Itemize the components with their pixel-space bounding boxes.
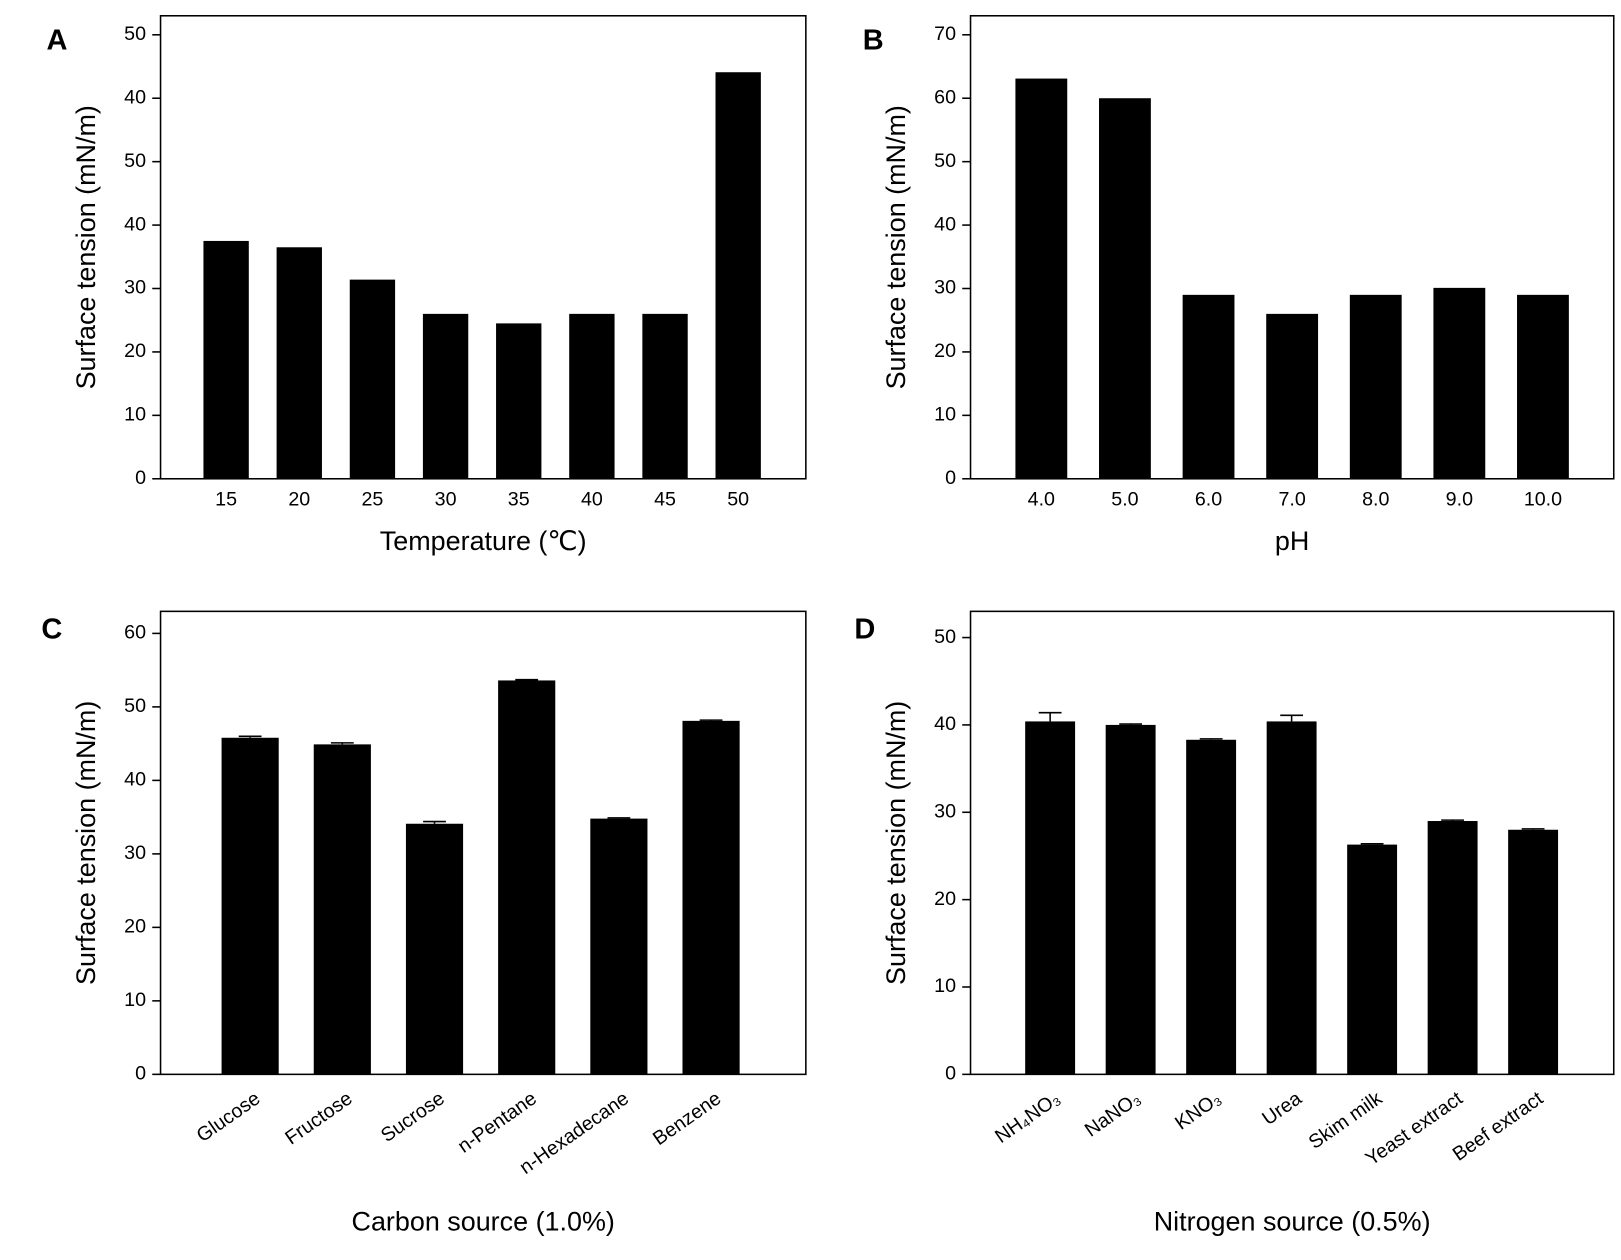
x-tick-label: n-Pentane — [454, 1087, 541, 1157]
y-tick-label: 50 — [934, 626, 956, 648]
bar — [1508, 829, 1559, 1075]
bar — [682, 720, 740, 1075]
x-tick-label: 8.0 — [1362, 489, 1389, 511]
y-tick-label: 10 — [934, 404, 956, 426]
x-tick-label: 50 — [727, 489, 749, 511]
bar — [1347, 844, 1398, 1075]
bar — [498, 680, 556, 1075]
bar — [1427, 821, 1478, 1075]
x-tick-label: 30 — [435, 489, 457, 511]
bar — [1433, 287, 1486, 479]
x-tick-label: KNO₃ — [1171, 1087, 1225, 1134]
bar — [1015, 78, 1068, 479]
x-tick-label: Benzene — [649, 1087, 725, 1150]
x-tick-label: Sucrose — [377, 1087, 449, 1146]
x-tick-label: 10.0 — [1524, 489, 1562, 511]
y-tick-label: 60 — [934, 86, 956, 108]
y-tick-label: 50 — [124, 695, 146, 717]
bar — [422, 313, 469, 479]
plot-frame — [159, 610, 807, 1076]
bar — [1266, 313, 1319, 479]
x-tick-label: 35 — [508, 489, 530, 511]
x-tick-label: Glucose — [193, 1087, 265, 1146]
y-tick-label: 40 — [124, 86, 146, 108]
y-tick-label: 10 — [124, 404, 146, 426]
y-axis-label: Surface tension (mN/m) — [881, 105, 911, 389]
y-tick-label: 0 — [945, 467, 956, 489]
x-tick-label: Fructose — [281, 1087, 356, 1149]
plot-frame — [159, 15, 807, 480]
y-tick-label: 20 — [124, 340, 146, 362]
x-tick-label: NH₄NO₃ — [991, 1087, 1064, 1147]
y-tick-label: 20 — [934, 888, 956, 910]
y-tick-label: 30 — [124, 277, 146, 299]
x-tick-label: 45 — [654, 489, 676, 511]
bar — [313, 744, 371, 1075]
x-tick-label: 15 — [215, 489, 237, 511]
x-tick-label: 5.0 — [1111, 489, 1138, 511]
x-tick-label: Urea — [1258, 1087, 1306, 1129]
x-tick-label: 6.0 — [1195, 489, 1222, 511]
y-axis-label: Surface tension (mN/m) — [71, 701, 101, 985]
panel-label: D — [854, 614, 875, 646]
y-tick-label: 50 — [124, 23, 146, 45]
x-tick-label: Beef extract — [1449, 1087, 1548, 1165]
y-tick-label: 20 — [934, 340, 956, 362]
panel-label: B — [863, 24, 884, 56]
y-tick-label: 10 — [934, 975, 956, 997]
bar — [1105, 724, 1156, 1075]
y-tick-label: 40 — [124, 769, 146, 791]
y-tick-label: 0 — [945, 1063, 956, 1085]
x-tick-label: 7.0 — [1278, 489, 1305, 511]
y-tick-label: 50 — [124, 150, 146, 172]
x-tick-label: 9.0 — [1446, 489, 1473, 511]
x-axis-label: pH — [1275, 526, 1309, 556]
bar — [1349, 294, 1402, 479]
y-axis-label: Surface tension (mN/m) — [71, 105, 101, 389]
bar — [349, 279, 396, 479]
x-axis-label: Carbon source (1.0%) — [352, 1207, 615, 1237]
bar — [405, 823, 464, 1075]
y-tick-label: 10 — [124, 989, 146, 1011]
x-tick-label: 25 — [361, 489, 383, 511]
bar — [1517, 294, 1569, 479]
bar — [1182, 294, 1235, 479]
x-tick-label: 4.0 — [1028, 489, 1055, 511]
y-tick-label: 40 — [934, 713, 956, 735]
x-tick-label: NaNO₃ — [1081, 1087, 1145, 1141]
bar — [1099, 98, 1151, 479]
bar — [590, 818, 648, 1075]
y-axis-label: Surface tension (mN/m) — [881, 701, 911, 985]
bar — [1025, 721, 1076, 1075]
y-tick-label: 30 — [934, 277, 956, 299]
panel-label: A — [46, 24, 67, 56]
bar — [1186, 739, 1237, 1075]
y-tick-label: 0 — [135, 1063, 146, 1085]
y-tick-label: 30 — [934, 800, 956, 822]
y-tick-label: 70 — [934, 23, 956, 45]
bar — [276, 247, 322, 479]
y-tick-label: 0 — [135, 467, 146, 489]
y-tick-label: 40 — [934, 213, 956, 235]
bar — [642, 313, 688, 479]
x-tick-label: 20 — [288, 489, 310, 511]
bar — [496, 323, 542, 479]
y-tick-label: 60 — [124, 622, 146, 644]
bar — [569, 313, 615, 479]
x-axis-label: Nitrogen source (0.5%) — [1154, 1207, 1431, 1237]
x-tick-label: 40 — [581, 489, 603, 511]
panel-label: C — [41, 614, 62, 646]
y-tick-label: 50 — [934, 150, 956, 172]
bar — [203, 240, 249, 479]
y-tick-label: 40 — [124, 213, 146, 235]
bar — [715, 72, 761, 479]
y-tick-label: 30 — [124, 842, 146, 864]
bar — [1266, 721, 1317, 1075]
bar — [221, 737, 279, 1075]
x-axis-label: Temperature (℃) — [380, 526, 587, 556]
y-tick-label: 20 — [124, 916, 146, 938]
